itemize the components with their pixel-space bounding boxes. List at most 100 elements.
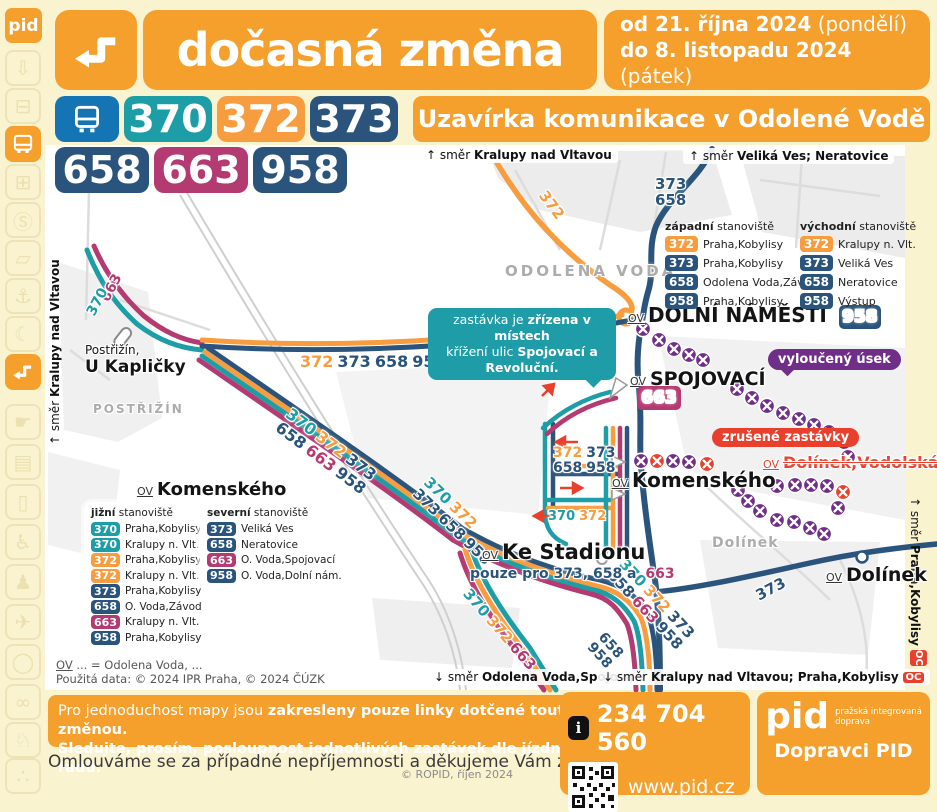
callout-excluded-section: vyloučený úsek (768, 349, 901, 377)
stop-line-badge: 663 (637, 386, 681, 410)
wheelchair-glyph: ♿ (14, 530, 32, 554)
notice-text-bold: zakresleny pouze linky dotčené touto změ… (58, 703, 575, 738)
route-label-central: 372 373 658 958 (553, 446, 619, 476)
carriers-label: Dopravci PID (774, 740, 913, 762)
stop-name-line2: U Kapličky (85, 357, 186, 377)
destination: Veliká Ves (241, 523, 294, 535)
legend-row: 372 Kralupy n. Vlt. (800, 236, 916, 252)
family-icon: ♟ (5, 564, 41, 600)
direction-destination: Veliká Ves; Neratovice (736, 149, 889, 163)
route-number: 958 (586, 460, 616, 476)
destination: Praha,Kobylisy (703, 294, 784, 308)
line-badge-663: 663 (154, 147, 248, 193)
walk-icon: ∴ (5, 758, 41, 794)
route-number: 372 (553, 445, 583, 461)
legend-row: 658 O. Voda,Závod (91, 599, 202, 614)
funicular-glyph: ▱ (15, 246, 31, 270)
qr-code (568, 762, 618, 812)
oc-badge: OC (910, 649, 927, 666)
route-label-arrow-pair: 370 372 (548, 509, 610, 524)
line-badge: 370 (91, 537, 120, 552)
stop-ke-stadionu: OV Ke Stadionu (482, 540, 645, 564)
ov-prefix: OV (630, 375, 646, 388)
legend-header-rest: stanoviště (115, 507, 174, 519)
direction-right: ↑ směr Praha,Kobylisy OC (908, 497, 927, 666)
pid-footer-description: pražská integrovaná doprava (835, 707, 922, 727)
line-badge-958: 958 (253, 147, 347, 193)
notice-line1: Pro jednoduchost mapy jsou zakresleny po… (58, 702, 590, 740)
copyright-text: © ROPID, říjen 2024 (400, 768, 513, 781)
assistance-glyph: ☛ (14, 410, 32, 434)
train-s-icon: Ⓢ (5, 202, 41, 238)
date-from: od 21. října 2024 (pondělí) (620, 11, 907, 37)
line-badge: 658 (800, 274, 833, 290)
destination: O. Voda,Spojovací (241, 554, 336, 566)
night-icon: ☾ (5, 316, 41, 352)
destination: Praha,Kobylisy (125, 554, 202, 566)
ticket-glyph: ▤ (13, 450, 33, 474)
notice-text: Pro jednoduchost mapy jsou (58, 703, 268, 719)
route-number: 373 (655, 175, 687, 193)
tram-icon: ⊟ (5, 88, 41, 124)
line-badge: 958 (207, 568, 236, 583)
line-badge: 958 (800, 293, 833, 309)
trolleybus-glyph: ⊞ (14, 170, 32, 194)
line-badge: 658 (665, 274, 698, 290)
legend-header: západní stanoviště (665, 220, 818, 233)
night-glyph: ☾ (14, 322, 32, 346)
map-abbreviation-note: OV ... = Odolena Voda, ... (56, 658, 203, 672)
oc-badge: OC (902, 672, 925, 683)
metro-icon: ⇩ (5, 50, 41, 86)
legend-row: 958 Praha,Kobylisy (665, 293, 818, 309)
legend-row: 373 Veliká Ves (207, 522, 315, 536)
apology-text: Omlouváme se za případné nepříjemnosti a… (48, 752, 676, 772)
stroller-glyph: ◯ (11, 650, 35, 674)
destination: Neratovice (241, 538, 298, 551)
validator-icon: ▯ (5, 484, 41, 520)
pid-footer-logo: pid (765, 696, 830, 737)
dog-glyph: ♘ (14, 728, 32, 752)
notice-line2: Sledujte, prosím, posloupnost jednotlivý… (58, 740, 590, 778)
destination: Praha,Kobylisy (703, 256, 784, 270)
route-number: 372 (300, 352, 334, 371)
destination: Praha,Kobylisy (703, 237, 784, 251)
destination: O. Voda,Závod (125, 600, 202, 613)
assistance-icon: ☛ (5, 404, 41, 440)
direction-left: ↑ směr Kralupy nad Vltavou (48, 205, 62, 445)
stop-u-kaplicky: Postřižín, U Kapličky (85, 343, 186, 377)
destination: Výstup (838, 294, 876, 308)
ov-prefix: OV (137, 485, 153, 498)
legend-row: 373 Veliká Ves (800, 255, 916, 271)
route-number: 372 (579, 509, 607, 524)
legend-row: 372 Kralupy n. Vlt. (91, 568, 199, 583)
trolleybus-icon: ⊞ (5, 164, 41, 200)
legend-header: východní stanoviště (800, 220, 916, 233)
line-badge: 373 (91, 584, 120, 598)
stop-name-cancelled: Dolínek,Vodolská (783, 453, 937, 472)
legend-row: 372 Praha,Kobylisy (91, 553, 202, 567)
line-badge: 663 (207, 553, 236, 567)
diversion-icon (5, 354, 41, 390)
direction-destination: Kralupy nad Vltavou (48, 259, 62, 398)
callout-text: křížení ulic (446, 344, 514, 359)
family-glyph: ♟ (14, 570, 32, 594)
stop-spojovaci-badge: 663 (637, 386, 681, 410)
map-data-attribution: Použitá data: © 2024 IPR Praha, © 2024 Č… (56, 672, 325, 686)
stop-name: Komenského (157, 479, 287, 500)
line-badge: 372 (800, 236, 833, 252)
legend-dolni-west: západní stanoviště 372 Praha,Kobylisy 37… (665, 220, 818, 312)
route-number: 658 (655, 191, 687, 209)
notice-text-bold: Sledujte, prosím, posloupnost jednotlivý… (58, 741, 585, 776)
legend-header-rest: stanoviště (250, 507, 309, 519)
pid-footer-logo-row: pid pražská integrovaná doprava (765, 696, 922, 737)
destination: Kralupy n. Vlt. (125, 616, 200, 628)
stop-name: Komenského (632, 468, 776, 492)
ticket-icon: ▤ (5, 444, 41, 480)
legend-header-bold: jižní (91, 507, 116, 519)
closure-subtitle: Uzavírka komunikace v Odolené Vodě (413, 96, 930, 142)
line-badge-372: 372 (217, 96, 305, 142)
bus-icon (5, 126, 41, 162)
legend-row: 658 Odolena Voda,Závod (665, 274, 818, 290)
